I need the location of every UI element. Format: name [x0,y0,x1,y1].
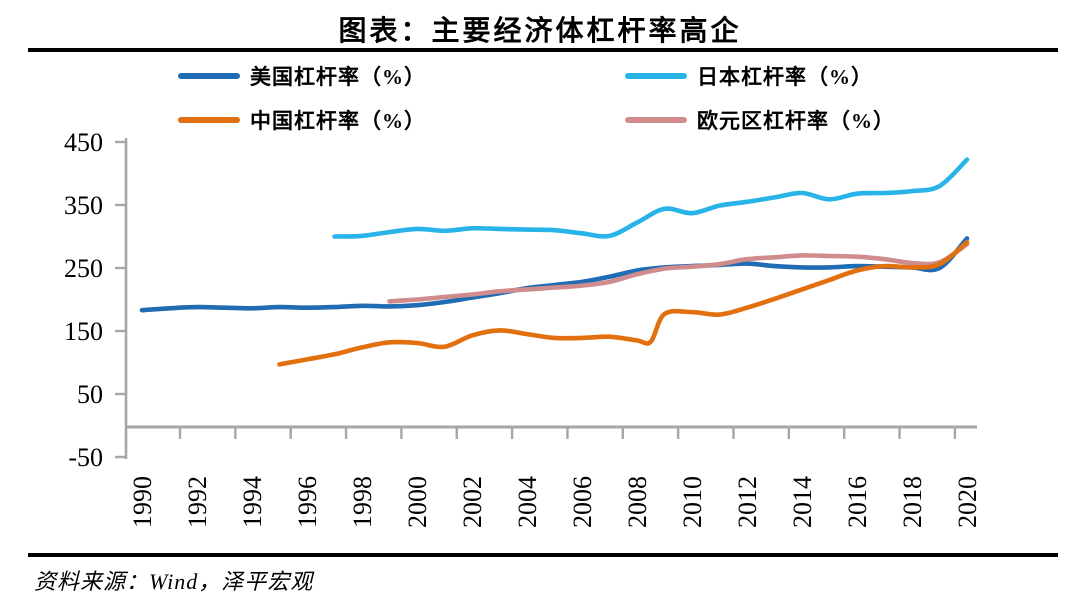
legend-swatch-eurozone [625,117,687,123]
legend-label-eurozone: 欧元区杠杆率（%） [697,109,895,133]
x-axis-tick-label: 2010 [678,476,707,528]
y-axis-tick-label: -50 [68,443,103,472]
x-axis-tick-label: 2014 [788,476,817,528]
top-divider [28,48,1058,52]
x-axis-tick-label: 2006 [568,476,597,528]
y-axis-tick-label: 450 [64,128,103,157]
y-axis-tick-label: 50 [77,380,103,409]
x-axis-tick-label: 1992 [183,476,212,528]
series-line-japan [332,157,970,239]
legend-item-japan: 日本杠杆率（%） [625,63,873,89]
legend-item-us: 美国杠杆率（%） [178,63,426,89]
x-axis-tick-label: 1994 [238,476,267,528]
series-line-us [139,236,970,313]
legend-label-china: 中国杠杆率（%） [250,109,426,133]
x-axis-tick-label: 2016 [843,476,872,528]
x-axis-tick-label: 2008 [623,476,652,528]
x-axis-tick-label: 2000 [403,476,432,528]
series-line-eurozone [387,241,970,304]
legend-label-japan: 日本杠杆率（%） [697,65,873,89]
legend-item-eurozone: 欧元区杠杆率（%） [625,107,895,133]
source-note: 资料来源：Wind，泽平宏观 [34,569,314,594]
bottom-divider [28,553,1058,557]
x-axis-tick-label: 1996 [293,476,322,528]
legend-swatch-japan [625,73,687,79]
chart-legend: 美国杠杆率（%） 日本杠杆率（%） 中国杠杆率（%） 欧元区杠杆率（%） [0,0,1080,140]
legend-label-us: 美国杠杆率（%） [250,65,426,89]
legend-item-china: 中国杠杆率（%） [178,107,426,133]
y-axis-tick-label: 350 [64,191,103,220]
y-axis-tick-label: 250 [64,254,103,283]
x-axis-tick-label: 1998 [348,476,377,528]
series-line-china [277,239,970,367]
x-axis-tick-label: 2018 [898,476,927,528]
x-axis-tick-label: 2002 [458,476,487,528]
y-axis-tick-label: 150 [64,317,103,346]
x-axis-tick-label: 1990 [128,476,157,528]
x-axis-tick-label: 2012 [733,476,762,528]
chart-title: 图表：主要经济体杠杆率高企 [338,16,742,47]
legend-swatch-china [178,117,240,123]
legend-swatch-us [178,73,240,79]
x-axis-tick-label: 2004 [513,476,542,528]
x-axis-tick-label: 2020 [953,476,982,528]
